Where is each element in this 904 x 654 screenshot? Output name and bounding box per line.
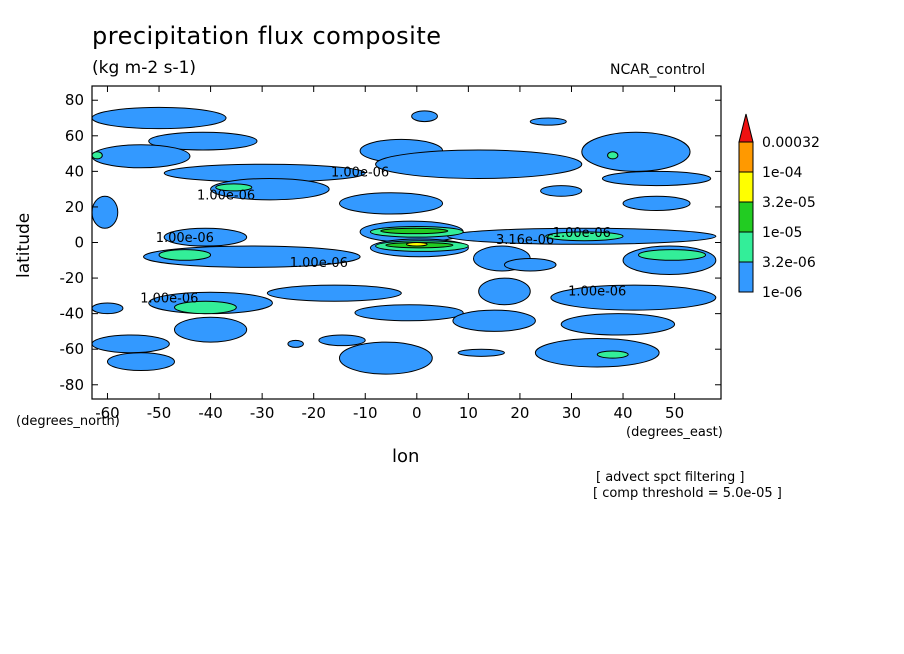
model-label: NCAR_control [610, 62, 706, 78]
colorbar-box [738, 261, 754, 293]
colorbar-label: 1e-04 [762, 165, 802, 181]
y-tick-label: 0 [74, 234, 84, 252]
y-tick-label: -60 [60, 340, 85, 358]
y-axis-unit: (degrees_north) [16, 414, 120, 429]
contour-region-level-0 [106, 352, 175, 372]
contour-region-level-0 [550, 284, 717, 311]
contour-region-level-0 [92, 106, 227, 130]
contour-region-level-3 [406, 242, 428, 247]
contour-region-level-0 [354, 304, 464, 322]
contour-label: 3.16e-06 [496, 233, 554, 248]
contour-region-level-1 [173, 300, 237, 315]
contour-region-level-1 [92, 151, 103, 160]
y-tick-label: 40 [65, 162, 84, 180]
contour-region-level-0 [148, 131, 258, 151]
x-tick-label: 10 [459, 404, 478, 422]
contour-region-level-0 [452, 309, 536, 332]
x-tick-label: -20 [301, 404, 326, 422]
contour-label: 1.00e-06 [290, 256, 348, 271]
colorbar-label: 1e-05 [762, 225, 802, 241]
contour-region-level-0 [503, 258, 557, 272]
y-tick-label: 20 [65, 198, 84, 216]
x-tick-label: 20 [510, 404, 529, 422]
x-tick-label: 30 [562, 404, 581, 422]
colorbar-label: 1e-06 [762, 285, 802, 301]
colorbar-label: 3.2e-05 [762, 195, 816, 211]
contour-region-level-1 [545, 231, 624, 242]
contour-label: 1.00e-06 [140, 292, 198, 307]
contour-region-level-1 [638, 249, 707, 261]
contour-region-level-0 [622, 195, 691, 211]
contour-region-level-0 [529, 117, 567, 126]
contour-region-level-0 [375, 149, 583, 179]
x-tick-label: -40 [198, 404, 223, 422]
contour-region-level-1 [596, 350, 629, 359]
contour-region-level-0 [318, 334, 366, 347]
chart-units: (kg m-2 s-1) [92, 58, 197, 78]
note-filtering: [ advect spct filtering ] [596, 470, 745, 485]
y-tick-label: -20 [60, 269, 85, 287]
contour-region-level-1 [158, 249, 212, 261]
colorbar-box [738, 171, 754, 203]
contour-region-level-0 [338, 192, 444, 215]
contour-label: 1.00e-06 [568, 285, 626, 300]
contour-region-level-0 [534, 338, 660, 368]
contour-region-level-0 [581, 131, 691, 172]
contour-label: 1.00e-06 [331, 165, 389, 180]
contour-region-level-0 [92, 334, 170, 354]
colorbar-label: 3.2e-06 [762, 255, 816, 271]
contour-region-level-0 [338, 341, 433, 375]
colorbar-box [738, 141, 754, 173]
contour-label: 1.00e-06 [553, 226, 611, 241]
chart-title: precipitation flux composite [92, 22, 442, 50]
colorbar-box [738, 231, 754, 263]
contour-region-level-0 [601, 170, 712, 187]
contour-label: 1.00e-06 [156, 231, 214, 246]
contour-region-level-0 [92, 144, 191, 169]
y-tick-label: -40 [60, 305, 85, 323]
x-tick-label: 50 [665, 404, 684, 422]
colorbar-label: 0.00032 [762, 135, 820, 151]
x-tick-label: -30 [250, 404, 275, 422]
x-tick-label: 0 [412, 404, 422, 422]
y-tick-label: 80 [65, 91, 84, 109]
contour-region-level-0 [173, 316, 248, 343]
contour-region-level-0 [92, 195, 119, 229]
contour-region-level-0 [457, 348, 505, 357]
contour-region-level-0 [163, 227, 248, 247]
contour-region-level-0 [478, 277, 531, 306]
contour-region-level-0 [540, 185, 583, 197]
y-tick-label: 60 [65, 127, 84, 145]
contour-region-level-0 [266, 284, 402, 302]
y-axis-label: latitude [14, 212, 34, 278]
y-tick-label: -80 [60, 376, 85, 394]
x-axis-label: lon [392, 446, 420, 467]
contour-region-level-0 [92, 302, 124, 315]
contour-region-level-0 [411, 110, 438, 123]
contour-region-level-2 [380, 227, 449, 235]
note-threshold: [ comp threshold = 5.0e-05 ] [593, 486, 782, 501]
contour-region-level-0 [287, 339, 304, 348]
x-tick-label: -60 [95, 404, 120, 422]
x-tick-label: -10 [353, 404, 378, 422]
contour-region-level-0 [560, 313, 676, 336]
colorbar-box [738, 201, 754, 233]
x-tick-label: -50 [147, 404, 172, 422]
x-axis-unit: (degrees_east) [626, 425, 723, 440]
colorbar-arrow [738, 113, 754, 143]
contour-label: 1.00e-06 [197, 188, 255, 203]
contour-region-level-1 [607, 151, 619, 160]
x-tick-label: 40 [613, 404, 632, 422]
contour-region-level-1 [215, 183, 253, 192]
